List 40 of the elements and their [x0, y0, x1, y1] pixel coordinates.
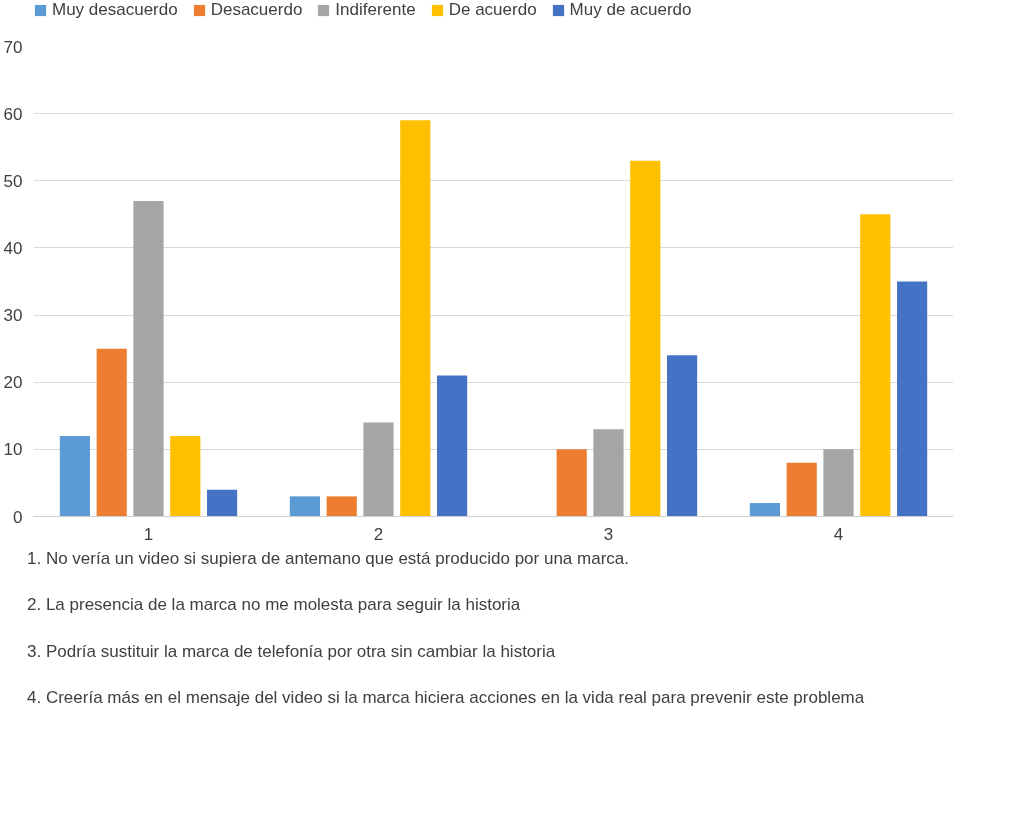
x-tick-label: 4	[833, 524, 844, 544]
x-tick-label: 1	[143, 524, 154, 544]
y-tick-label: 30	[3, 306, 23, 326]
bar	[897, 281, 928, 517]
legend-label: Indiferente	[335, 0, 416, 20]
text: 2. La presencia de la marca no me molesta para seguir la historia	[27, 594, 522, 617]
bar	[133, 200, 164, 517]
text: 3. Podría sustituir la marca de telefonía por otra sin cambiar la historia	[27, 640, 557, 663]
bar	[437, 375, 468, 517]
legend-label: Desacuerdo	[210, 0, 303, 20]
legend-label: De acuerdo	[448, 0, 537, 20]
bar	[326, 496, 357, 517]
bar	[363, 422, 394, 517]
x-tick-label: 3	[603, 524, 614, 544]
bar	[96, 348, 127, 517]
bar	[860, 214, 891, 517]
text: 1. No vería un video si supiera de antemano que está producido por una marca.	[27, 548, 630, 570]
bar	[630, 160, 661, 517]
legend-label: Muy desacuerdo	[52, 0, 178, 20]
y-tick-label: 10	[3, 440, 23, 460]
bar	[59, 435, 90, 517]
bar	[207, 489, 238, 517]
y-tick-label: 50	[3, 171, 23, 191]
bar	[749, 503, 780, 517]
bar	[556, 449, 587, 517]
text: 4. Creería más en el mensaje del video si la marca hiciera acciones en la vida real para prevenir este problema	[27, 686, 865, 709]
legend-label: Muy de acuerdo	[569, 0, 692, 20]
y-tick-label: 70	[3, 37, 23, 57]
bar	[289, 496, 320, 517]
x-tick-label: 2	[373, 524, 384, 544]
y-tick-label: 20	[3, 373, 23, 393]
bar	[786, 462, 817, 517]
bar	[593, 429, 624, 517]
y-tick-label: 0	[13, 507, 23, 527]
y-tick-label: 60	[3, 104, 23, 124]
y-tick-label: 40	[3, 238, 23, 258]
bar	[667, 355, 698, 517]
bar	[823, 449, 854, 517]
bar	[400, 120, 431, 517]
bar	[170, 435, 201, 517]
